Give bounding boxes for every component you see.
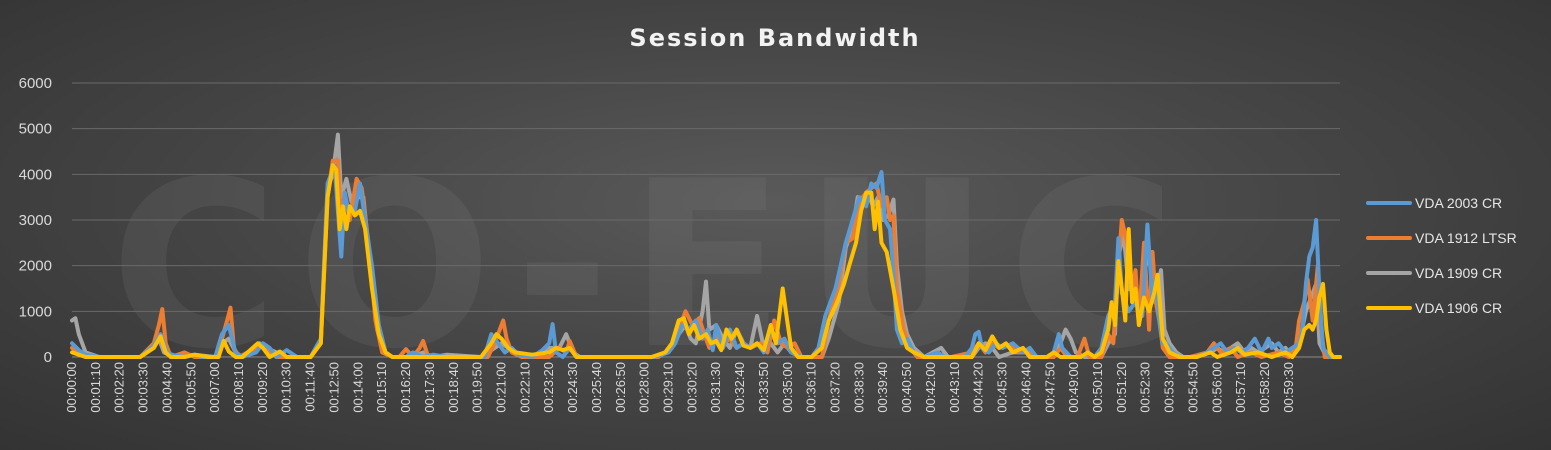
x-tick-label: 00:45:30 xyxy=(995,362,1010,413)
y-tick-label: 3000 xyxy=(19,212,52,229)
x-tick-label: 00:19:50 xyxy=(470,362,485,413)
x-axis-ticks: 00:00:00 00:01:10 00:02:20 00:03:30 00:04:40… xyxy=(64,362,1296,413)
x-tick-label: 00:22:10 xyxy=(517,362,532,413)
y-tick-label: 1000 xyxy=(19,303,52,320)
x-tick-label: 00:44:20 xyxy=(971,362,986,413)
x-tick-label: 00:23:20 xyxy=(541,362,556,413)
x-tick-label: 00:58:20 xyxy=(1257,362,1272,413)
x-tick-label: 00:10:30 xyxy=(279,362,294,413)
x-tick-label: 00:56:00 xyxy=(1209,362,1224,413)
y-tick-label: 2000 xyxy=(19,258,52,275)
x-tick-label: 00:59:30 xyxy=(1281,362,1296,413)
x-tick-label: 00:24:30 xyxy=(565,362,580,413)
legend-label: VDA 2003 CR xyxy=(1415,195,1502,211)
x-tick-label: 00:29:10 xyxy=(661,362,676,413)
x-tick-label: 00:04:40 xyxy=(159,362,174,413)
x-tick-label: 00:17:30 xyxy=(422,362,437,413)
x-tick-label: 00:14:00 xyxy=(350,362,365,413)
x-tick-label: 00:16:20 xyxy=(398,362,413,413)
x-tick-label: 00:00:00 xyxy=(64,362,79,413)
x-tick-label: 00:51:20 xyxy=(1114,362,1129,413)
x-tick-label: 00:21:00 xyxy=(493,362,508,413)
x-tick-label: 00:38:30 xyxy=(851,362,866,413)
y-axis-ticks: 0 1000 2000 3000 4000 5000 6000 xyxy=(19,75,52,366)
y-tick-label: 5000 xyxy=(19,121,52,138)
x-tick-label: 00:50:10 xyxy=(1090,362,1105,413)
x-tick-label: 00:42:00 xyxy=(923,362,938,413)
x-tick-label: 00:08:10 xyxy=(231,362,246,413)
x-tick-label: 00:47:50 xyxy=(1042,362,1057,413)
x-tick-label: 00:46:40 xyxy=(1018,362,1033,413)
x-tick-label: 00:09:20 xyxy=(255,362,270,413)
x-tick-label: 00:54:50 xyxy=(1185,362,1200,413)
legend-label: VDA 1906 CR xyxy=(1415,300,1502,316)
x-tick-label: 00:01:10 xyxy=(88,362,103,413)
x-tick-label: 00:30:20 xyxy=(684,362,699,413)
x-tick-label: 00:40:50 xyxy=(899,362,914,413)
y-tick-label: 6000 xyxy=(19,75,52,92)
watermark-text: CO-EUC xyxy=(110,133,1195,400)
x-tick-label: 00:25:40 xyxy=(589,362,604,413)
x-tick-label: 00:18:40 xyxy=(446,362,461,413)
x-tick-label: 00:03:30 xyxy=(136,362,151,413)
x-tick-label: 00:39:40 xyxy=(875,362,890,413)
x-tick-label: 00:28:00 xyxy=(637,362,652,413)
x-tick-label: 00:49:00 xyxy=(1066,362,1081,413)
x-tick-label: 00:32:40 xyxy=(732,362,747,413)
legend-label: VDA 1909 CR xyxy=(1415,265,1502,281)
legend: VDA 2003 CR VDA 1912 LTSR VDA 1909 CR VDA 1… xyxy=(1366,195,1517,316)
x-tick-label: 00:05:50 xyxy=(183,362,198,413)
x-tick-label: 00:37:20 xyxy=(828,362,843,413)
legend-label: VDA 1912 LTSR xyxy=(1415,230,1517,246)
x-tick-label: 00:07:00 xyxy=(207,362,222,413)
chart-title: Session Bandwidth xyxy=(629,24,920,52)
x-tick-label: 00:57:10 xyxy=(1233,362,1248,413)
x-tick-label: 00:33:50 xyxy=(756,362,771,413)
x-tick-label: 00:52:30 xyxy=(1138,362,1153,413)
x-tick-label: 00:31:30 xyxy=(708,362,723,413)
x-tick-label: 00:11:40 xyxy=(303,362,318,412)
series-line xyxy=(70,163,1342,359)
y-tick-label: 0 xyxy=(44,349,52,366)
y-tick-label: 4000 xyxy=(19,166,52,183)
x-tick-label: 00:53:40 xyxy=(1162,362,1177,413)
x-tick-label: 00:36:10 xyxy=(804,362,819,413)
x-tick-label: 00:12:50 xyxy=(326,362,341,413)
x-tick-label: 00:43:10 xyxy=(947,362,962,413)
gridlines xyxy=(72,82,1340,358)
x-tick-label: 00:35:00 xyxy=(780,362,795,413)
x-tick-label: 00:02:20 xyxy=(112,362,127,413)
series-lines xyxy=(70,132,1342,359)
x-tick-label: 00:26:50 xyxy=(613,362,628,413)
x-tick-label: 00:15:10 xyxy=(374,362,389,413)
